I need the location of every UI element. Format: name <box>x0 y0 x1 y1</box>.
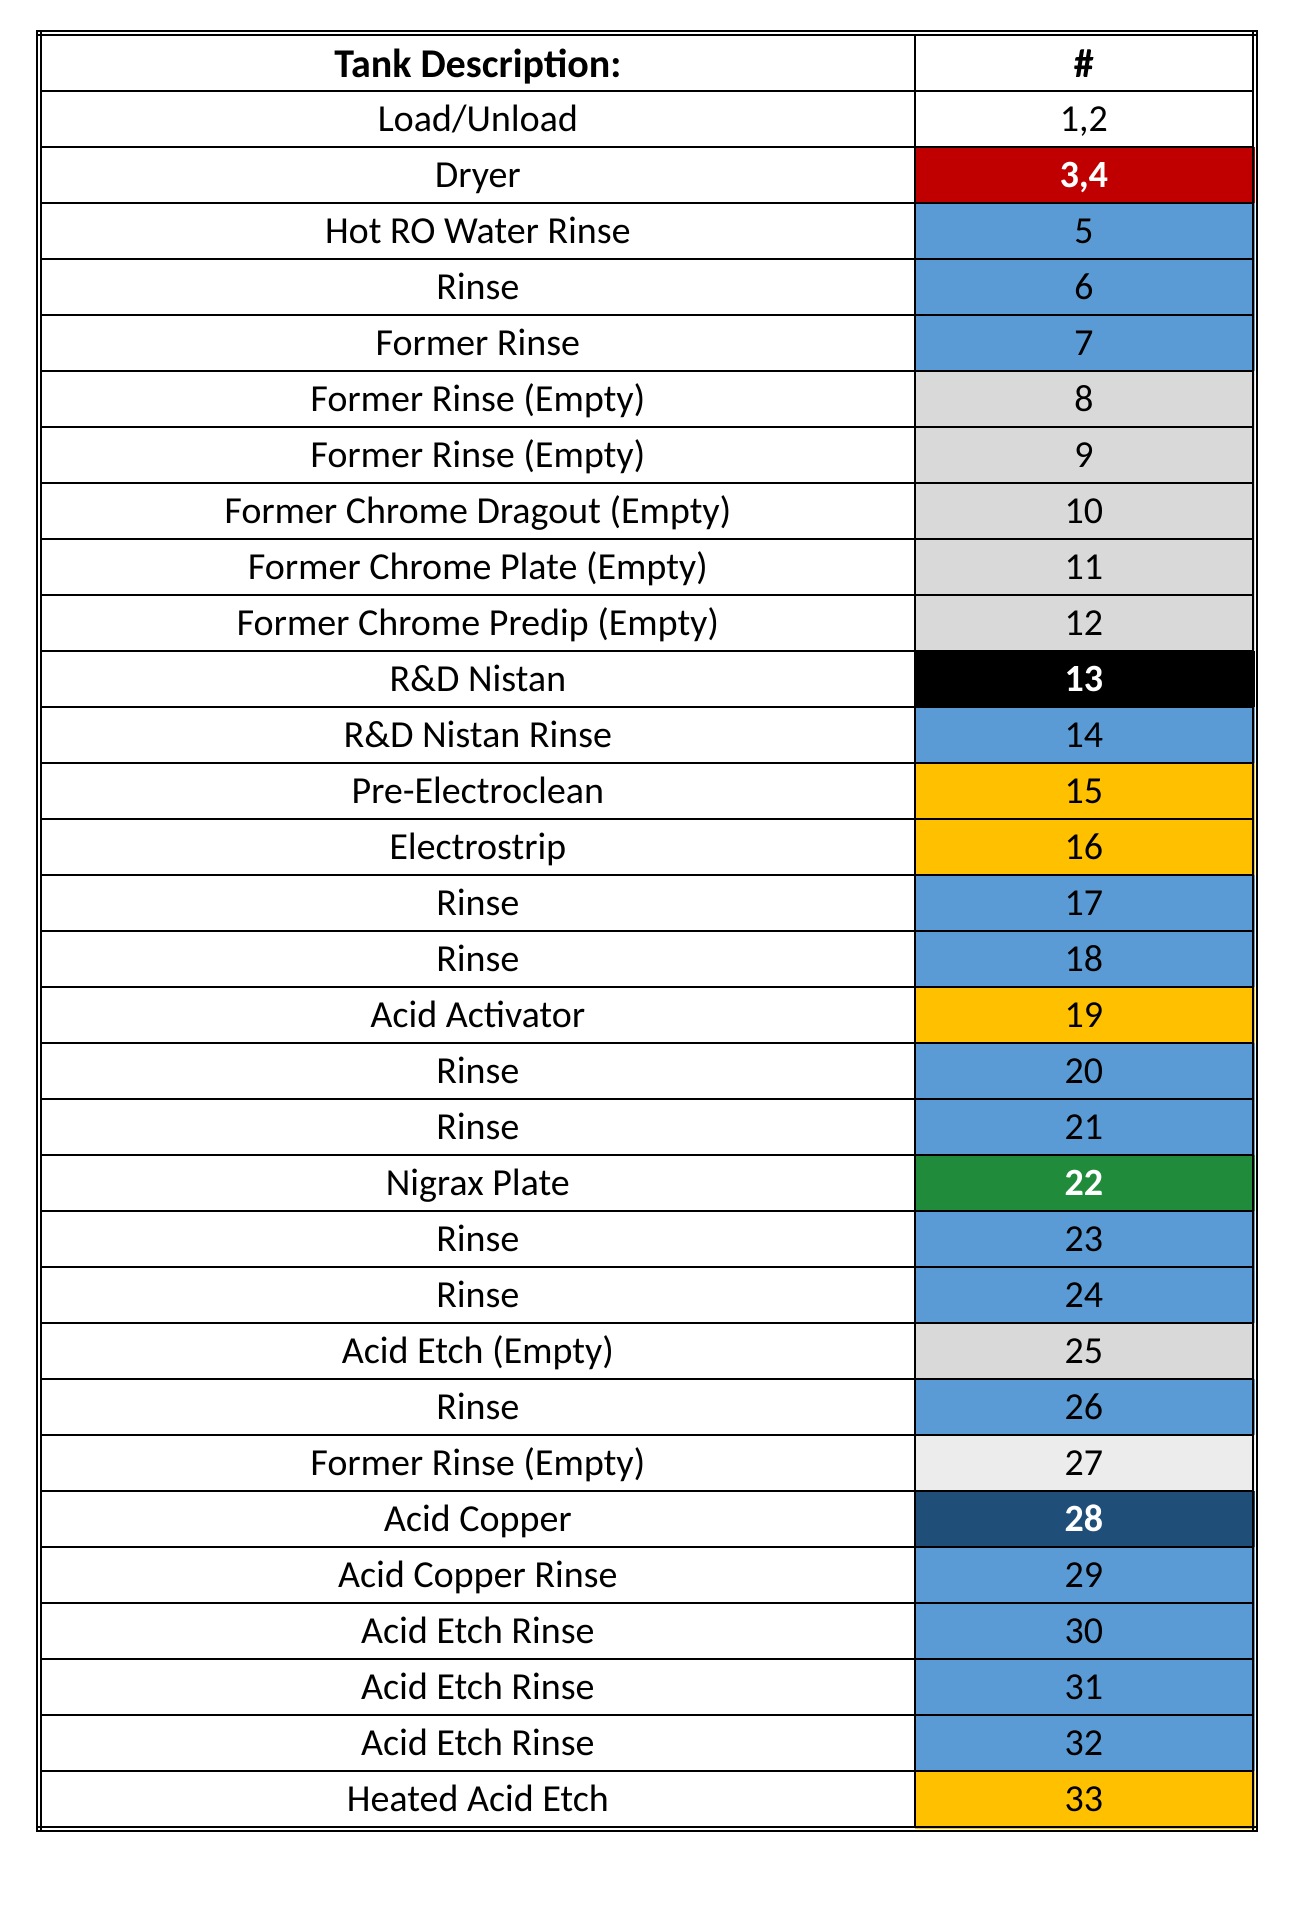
table-row: Pre-Electroclean15 <box>39 763 1255 819</box>
cell-description: Rinse <box>39 931 915 987</box>
cell-description: Rinse <box>39 1267 915 1323</box>
table-row: Rinse26 <box>39 1379 1255 1435</box>
cell-number: 18 <box>915 931 1255 987</box>
table-row: Rinse23 <box>39 1211 1255 1267</box>
tank-table: Tank Description: # Load/Unload1,2Dryer3… <box>36 30 1258 1832</box>
cell-description: Acid Etch Rinse <box>39 1603 915 1659</box>
table-row: R&D Nistan Rinse14 <box>39 707 1255 763</box>
cell-number: 29 <box>915 1547 1255 1603</box>
cell-description: Rinse <box>39 1099 915 1155</box>
cell-description: R&D Nistan Rinse <box>39 707 915 763</box>
cell-number: 1,2 <box>915 91 1255 147</box>
cell-number: 8 <box>915 371 1255 427</box>
cell-number: 19 <box>915 987 1255 1043</box>
cell-number: 22 <box>915 1155 1255 1211</box>
table-row: Former Rinse (Empty)8 <box>39 371 1255 427</box>
table-row: Electrostrip16 <box>39 819 1255 875</box>
cell-number: 31 <box>915 1659 1255 1715</box>
cell-number: 27 <box>915 1435 1255 1491</box>
cell-description: Acid Copper Rinse <box>39 1547 915 1603</box>
cell-number: 16 <box>915 819 1255 875</box>
cell-description: Hot RO Water Rinse <box>39 203 915 259</box>
table-row: Rinse18 <box>39 931 1255 987</box>
cell-number: 5 <box>915 203 1255 259</box>
cell-description: Dryer <box>39 147 915 203</box>
cell-description: Rinse <box>39 875 915 931</box>
table-row: Rinse24 <box>39 1267 1255 1323</box>
cell-description: Rinse <box>39 1043 915 1099</box>
cell-number: 26 <box>915 1379 1255 1435</box>
cell-number: 13 <box>915 651 1255 707</box>
cell-number: 25 <box>915 1323 1255 1379</box>
cell-description: Pre-Electroclean <box>39 763 915 819</box>
cell-number: 7 <box>915 315 1255 371</box>
cell-number: 21 <box>915 1099 1255 1155</box>
table-row: Load/Unload1,2 <box>39 91 1255 147</box>
cell-description: Former Rinse (Empty) <box>39 371 915 427</box>
cell-description: Acid Activator <box>39 987 915 1043</box>
table-row: Former Chrome Predip (Empty)12 <box>39 595 1255 651</box>
cell-number: 9 <box>915 427 1255 483</box>
cell-number: 23 <box>915 1211 1255 1267</box>
cell-number: 30 <box>915 1603 1255 1659</box>
header-number: # <box>915 33 1255 91</box>
cell-description: Electrostrip <box>39 819 915 875</box>
cell-description: Rinse <box>39 1211 915 1267</box>
cell-description: R&D Nistan <box>39 651 915 707</box>
table-row: Acid Etch (Empty)25 <box>39 1323 1255 1379</box>
cell-number: 12 <box>915 595 1255 651</box>
cell-number: 14 <box>915 707 1255 763</box>
cell-description: Former Rinse (Empty) <box>39 427 915 483</box>
table-row: Rinse17 <box>39 875 1255 931</box>
table-row: Dryer3,4 <box>39 147 1255 203</box>
table-row: Rinse6 <box>39 259 1255 315</box>
cell-number: 15 <box>915 763 1255 819</box>
cell-description: Heated Acid Etch <box>39 1771 915 1829</box>
table-row: Rinse20 <box>39 1043 1255 1099</box>
header-description: Tank Description: <box>39 33 915 91</box>
table-row: Former Rinse (Empty)9 <box>39 427 1255 483</box>
table-row: Former Rinse7 <box>39 315 1255 371</box>
table-container: Tank Description: # Load/Unload1,2Dryer3… <box>0 0 1294 1862</box>
table-row: Acid Etch Rinse30 <box>39 1603 1255 1659</box>
cell-description: Former Rinse <box>39 315 915 371</box>
cell-description: Former Chrome Dragout (Empty) <box>39 483 915 539</box>
table-row: Hot RO Water Rinse5 <box>39 203 1255 259</box>
cell-number: 28 <box>915 1491 1255 1547</box>
cell-description: Acid Copper <box>39 1491 915 1547</box>
cell-number: 3,4 <box>915 147 1255 203</box>
table-row: Former Chrome Plate (Empty)11 <box>39 539 1255 595</box>
table-row: Former Rinse (Empty)27 <box>39 1435 1255 1491</box>
cell-number: 20 <box>915 1043 1255 1099</box>
cell-description: Rinse <box>39 1379 915 1435</box>
table-row: Former Chrome Dragout (Empty)10 <box>39 483 1255 539</box>
cell-description: Former Chrome Plate (Empty) <box>39 539 915 595</box>
table-header-row: Tank Description: # <box>39 33 1255 91</box>
cell-description: Acid Etch Rinse <box>39 1715 915 1771</box>
cell-description: Load/Unload <box>39 91 915 147</box>
table-row: Acid Activator19 <box>39 987 1255 1043</box>
cell-description: Acid Etch Rinse <box>39 1659 915 1715</box>
table-row: Nigrax Plate22 <box>39 1155 1255 1211</box>
table-row: Acid Copper28 <box>39 1491 1255 1547</box>
cell-number: 11 <box>915 539 1255 595</box>
cell-number: 24 <box>915 1267 1255 1323</box>
table-row: R&D Nistan13 <box>39 651 1255 707</box>
table-row: Acid Etch Rinse32 <box>39 1715 1255 1771</box>
cell-number: 17 <box>915 875 1255 931</box>
cell-description: Rinse <box>39 259 915 315</box>
cell-number: 32 <box>915 1715 1255 1771</box>
cell-number: 6 <box>915 259 1255 315</box>
cell-number: 33 <box>915 1771 1255 1829</box>
cell-description: Acid Etch (Empty) <box>39 1323 915 1379</box>
table-row: Acid Copper Rinse29 <box>39 1547 1255 1603</box>
cell-description: Former Rinse (Empty) <box>39 1435 915 1491</box>
cell-description: Nigrax Plate <box>39 1155 915 1211</box>
table-row: Heated Acid Etch33 <box>39 1771 1255 1829</box>
cell-number: 10 <box>915 483 1255 539</box>
table-row: Rinse21 <box>39 1099 1255 1155</box>
cell-description: Former Chrome Predip (Empty) <box>39 595 915 651</box>
table-row: Acid Etch Rinse31 <box>39 1659 1255 1715</box>
